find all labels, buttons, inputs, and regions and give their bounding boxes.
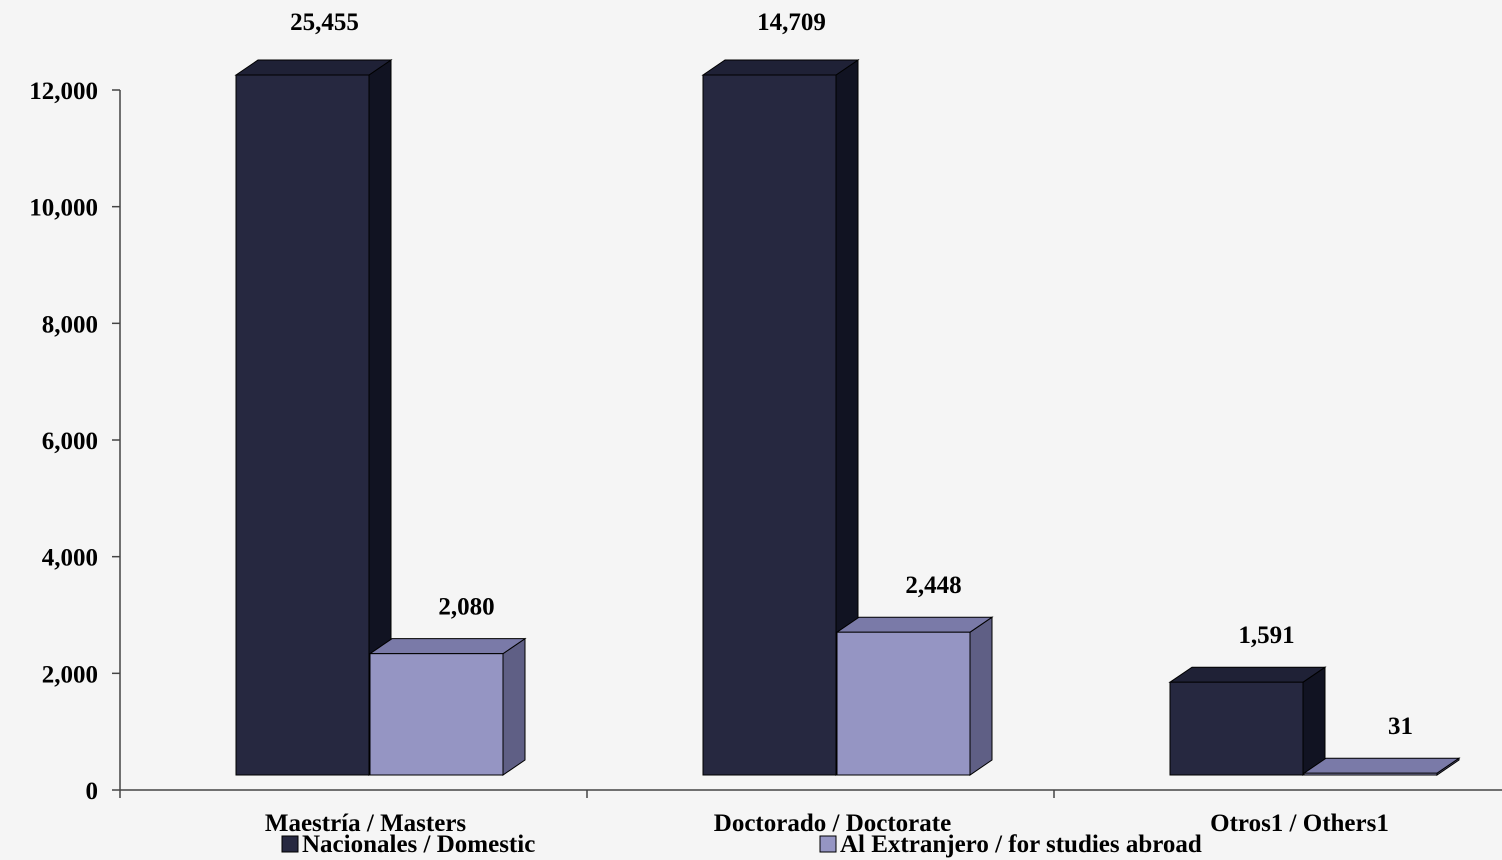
bar <box>368 637 527 776</box>
y-tick-label: 12,000 <box>29 78 98 105</box>
bar-front-face <box>836 631 971 776</box>
bar-side-face <box>1302 666 1326 776</box>
data-label: 1,591 <box>1238 622 1294 649</box>
bar-front-face <box>702 74 837 776</box>
data-label: 2,448 <box>905 572 961 599</box>
data-label: 25,455 <box>290 9 359 36</box>
y-tick-label: 6,000 <box>42 428 98 455</box>
chart-axes: 0 2,000 4,000 6,000 8,000 10,000 12,000 Maestrí… <box>29 78 1502 837</box>
legend-swatch <box>819 835 837 853</box>
bar-side-face <box>969 616 993 776</box>
legend-swatch <box>281 835 299 853</box>
chart-bars <box>234 59 1461 776</box>
bar-top-face <box>234 59 393 76</box>
bar-front-face <box>235 74 370 776</box>
bar-top-face <box>701 59 860 76</box>
data-labels: 25,455 14,709 1,591 2,080 2,448 31 <box>290 9 1413 740</box>
legend-label: Al Extranjero / for studies abroad <box>840 831 1202 858</box>
data-label: 31 <box>1388 713 1413 740</box>
y-tick-label: 0 <box>86 778 99 805</box>
y-tick-label: 2,000 <box>42 661 98 688</box>
y-tick-label: 8,000 <box>42 311 98 338</box>
legend-item: Al Extranjero / for studies abroad <box>819 831 1202 858</box>
bar-front-face <box>1303 772 1438 776</box>
y-tick-label: 4,000 <box>42 545 98 572</box>
bar-top-face <box>1168 666 1327 683</box>
data-label: 2,080 <box>438 594 494 621</box>
bar <box>1168 666 1327 776</box>
bar-top-face <box>1302 757 1461 774</box>
x-tick-label: Doctorado / Doctorate <box>714 810 951 837</box>
bar-side-face <box>502 637 526 776</box>
legend-item: Nacionales / Domestic <box>281 831 535 858</box>
bar-top-face <box>368 638 527 655</box>
bar <box>234 59 393 776</box>
legend-label: Nacionales / Domestic <box>302 831 535 858</box>
x-tick-label: Otros1 / Others1 <box>1210 810 1389 837</box>
bar-front-face <box>1169 681 1304 776</box>
data-label: 14,709 <box>757 9 826 36</box>
bar-top-face <box>835 616 994 633</box>
bar <box>701 59 860 776</box>
bar <box>835 616 994 776</box>
bar <box>1302 757 1461 776</box>
y-tick-label: 10,000 <box>29 195 98 222</box>
chart-legend: Nacionales / Domestic Al Extranjero / for… <box>281 831 1202 858</box>
x-tick-label: Maestría / Masters <box>265 810 467 837</box>
bar-front-face <box>369 653 504 776</box>
